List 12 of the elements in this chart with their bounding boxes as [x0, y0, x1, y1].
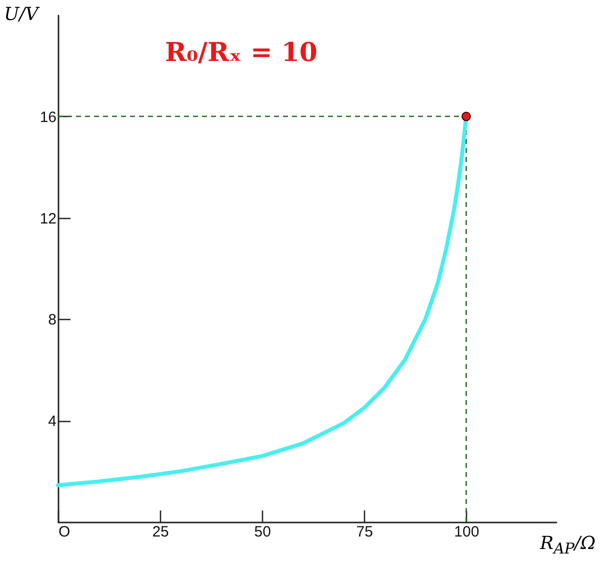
- y-tick-label: 4: [48, 413, 56, 430]
- x-tick-label: 50: [254, 524, 271, 540]
- annotation: R₀/Rₓ = 10: [165, 38, 318, 68]
- y-tick-label: 12: [40, 210, 56, 228]
- x-tick-label: 25: [152, 524, 169, 540]
- y-tick-label: 8: [48, 312, 56, 329]
- x-tick-label: 100: [454, 524, 480, 540]
- y-axis-title: U/V: [4, 4, 38, 25]
- x-tick-label: O: [58, 524, 70, 540]
- x-tick-label: 75: [356, 524, 373, 540]
- y-tick-label: 16: [40, 108, 56, 126]
- x-axis-title: R$_{AP}$/Ω: [540, 533, 596, 558]
